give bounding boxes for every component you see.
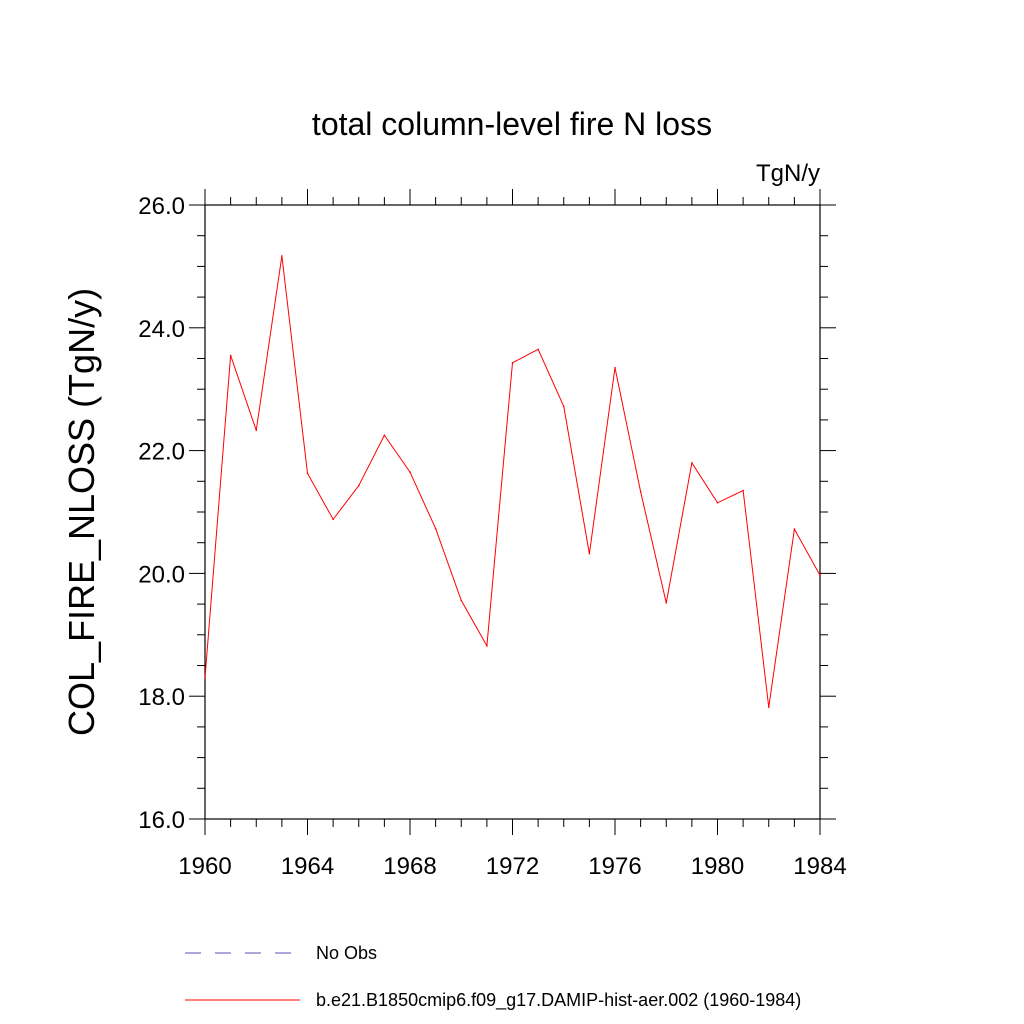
data-point [691, 462, 693, 464]
data-point [588, 552, 591, 555]
x-tick-label: 1980 [691, 853, 744, 880]
x-tick-label: 1960 [178, 853, 231, 880]
data-point [639, 490, 642, 493]
y-axis-label: COL_FIRE_NLOSS (TgN/y) [61, 288, 102, 736]
data-point [562, 405, 565, 408]
units-label: TgN/y [756, 160, 820, 187]
data-point [229, 354, 232, 357]
data-point [434, 527, 437, 530]
y-tick-label: 16.0 [138, 807, 185, 834]
data-point [281, 255, 283, 257]
x-tick-labels: 1960 1964 1968 1972 1976 1980 1984 [178, 853, 846, 880]
data-point [665, 602, 668, 604]
y-tick-labels: 16.0 18.0 20.0 22.0 24.0 26.0 [138, 193, 185, 834]
x-tick-label: 1964 [281, 853, 334, 880]
chart-title: total column-level fire N loss [312, 106, 712, 142]
data-point [357, 484, 360, 487]
x-tick-label: 1984 [793, 853, 846, 880]
data-point [306, 472, 309, 475]
y-tick-label: 24.0 [138, 316, 185, 343]
data-point [793, 528, 796, 530]
data-point [767, 706, 770, 709]
data-point [255, 429, 258, 432]
data-point [819, 574, 821, 577]
data-point [460, 599, 463, 602]
y-tick-label: 22.0 [138, 439, 185, 466]
x-tick-label: 1972 [486, 853, 539, 880]
data-point [537, 348, 539, 351]
data-point [742, 489, 744, 492]
data-point [511, 361, 514, 364]
axis-ticks [189, 189, 836, 835]
x-tick-label: 1968 [383, 853, 436, 880]
series-line [204, 255, 821, 708]
data-point [486, 645, 488, 647]
data-point [332, 518, 334, 521]
plot-frame [204, 204, 821, 820]
legend-label: b.e21.B1850cmip6.f09_g17.DAMIP-hist-aer.… [316, 990, 801, 1011]
data-point [716, 501, 719, 504]
x-tick-label: 1976 [588, 853, 641, 880]
data-point [409, 471, 411, 473]
legend: No Obs b.e21.B1850cmip6.f09_g17.DAMIP-hi… [185, 943, 801, 1011]
data-point [614, 366, 616, 369]
series-points [204, 255, 821, 709]
data-point [383, 434, 386, 437]
y-tick-label: 26.0 [138, 193, 185, 220]
data-point [204, 676, 206, 679]
y-tick-label: 20.0 [138, 561, 185, 588]
y-tick-label: 18.0 [138, 684, 185, 711]
legend-label: No Obs [316, 943, 377, 963]
